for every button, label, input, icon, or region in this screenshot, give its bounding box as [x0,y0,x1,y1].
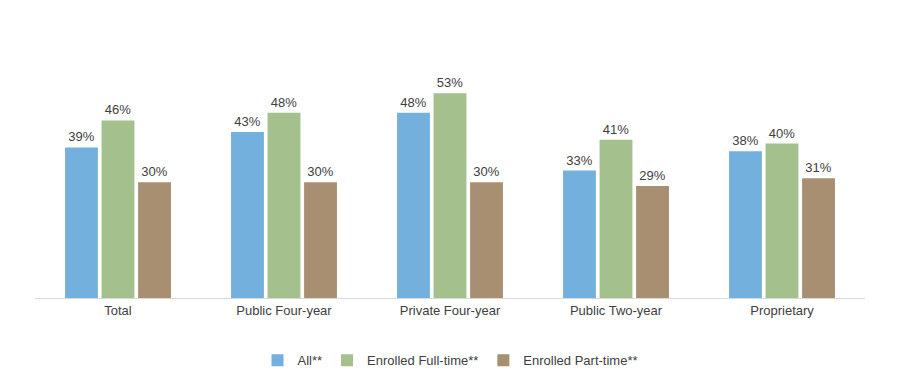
svg-text:Enrolled Part-time**: Enrolled Part-time** [523,353,637,368]
svg-text:Proprietary: Proprietary [750,303,814,318]
svg-text:30%: 30% [141,164,167,179]
svg-text:41%: 41% [603,122,629,137]
svg-text:46%: 46% [105,102,131,117]
svg-text:All**: All** [298,353,323,368]
svg-text:39%: 39% [68,129,94,144]
svg-text:Public Four-year: Public Four-year [236,303,332,318]
svg-text:31%: 31% [805,160,831,175]
svg-text:43%: 43% [234,114,260,129]
svg-text:53%: 53% [437,75,463,90]
svg-text:Private Four-year: Private Four-year [400,303,501,318]
svg-text:38%: 38% [732,133,758,148]
svg-text:Total: Total [104,303,132,318]
svg-text:33%: 33% [566,153,592,168]
svg-text:48%: 48% [271,95,297,110]
svg-text:29%: 29% [639,168,665,183]
svg-text:30%: 30% [473,164,499,179]
svg-text:Enrolled Full-time**: Enrolled Full-time** [367,353,478,368]
svg-text:48%: 48% [400,95,426,110]
svg-text:Public Two-year: Public Two-year [570,303,663,318]
svg-text:40%: 40% [769,126,795,141]
svg-text:30%: 30% [307,164,333,179]
